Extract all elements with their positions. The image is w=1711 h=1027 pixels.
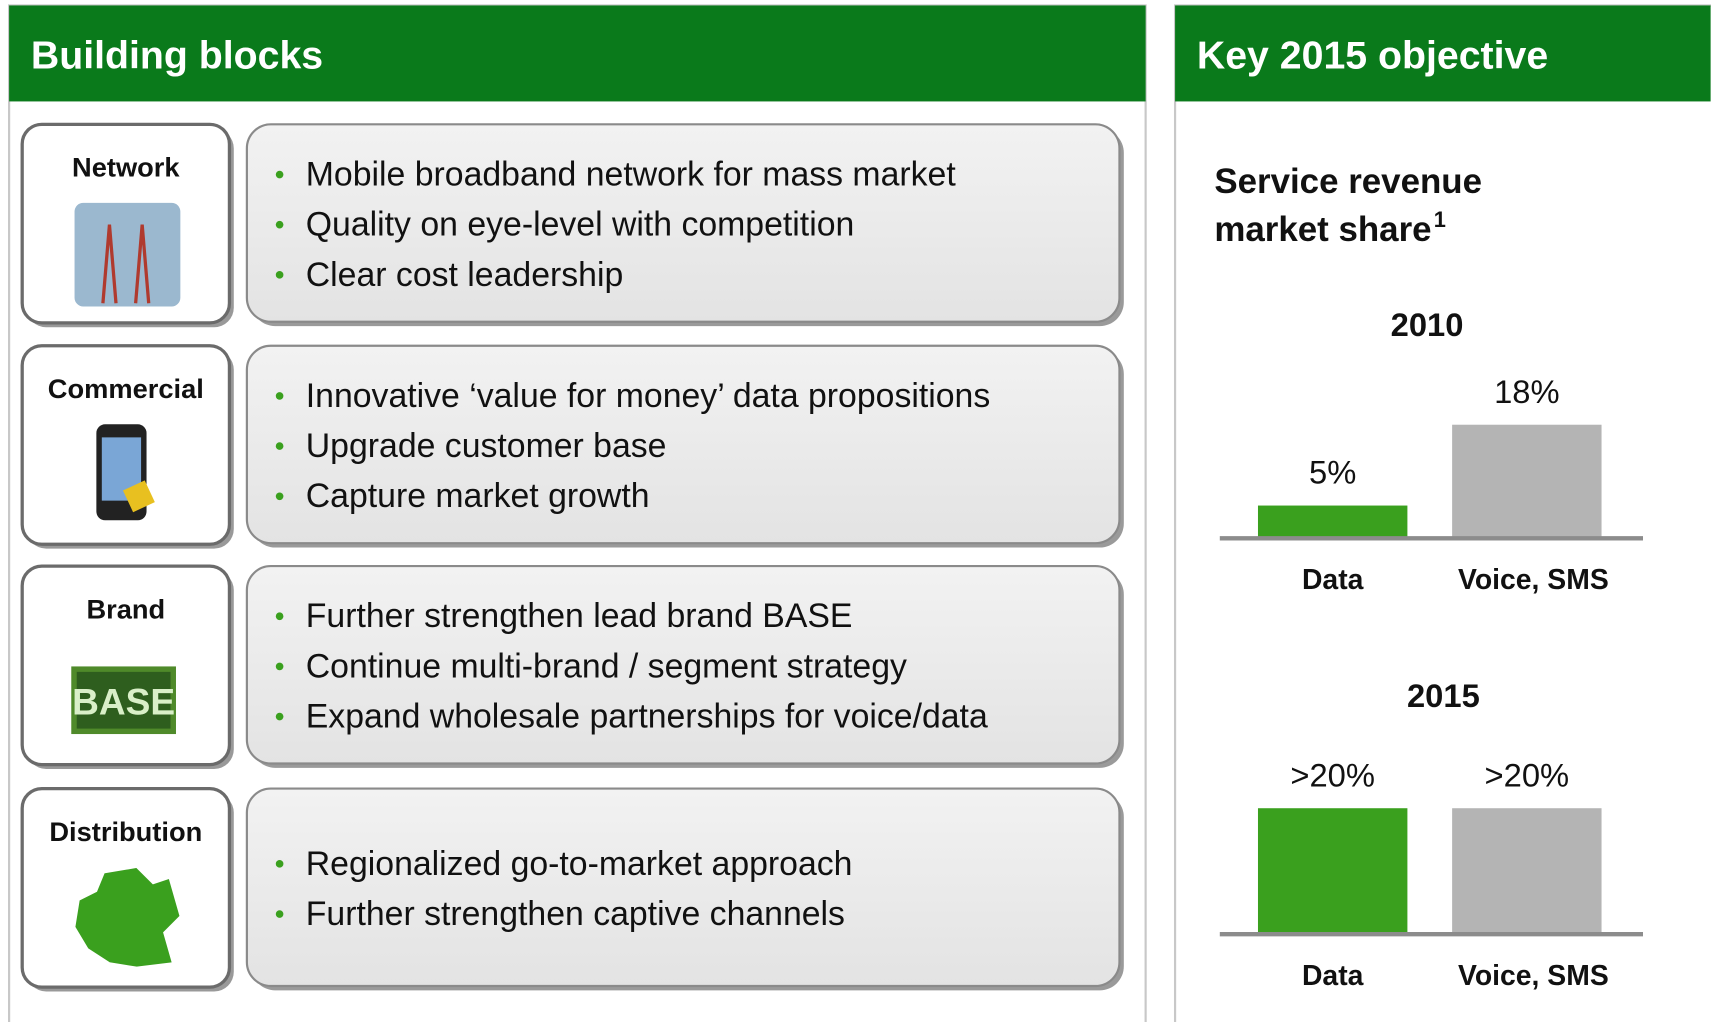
icon-network [75,203,181,307]
bullet-text: Further strengthen lead brand BASE [306,597,853,635]
bullet-dot [276,392,284,400]
value-label: 18% [1494,373,1560,410]
value-label: >20% [1290,756,1375,793]
right-panel [1175,5,1711,1022]
category-label: Voice, SMS [1458,960,1609,992]
right-title: Key 2015 objective [1197,34,1548,78]
bullet-dot [276,271,284,279]
bullet-dot [276,713,284,721]
bar [1452,808,1601,932]
bullet-text: Capture market growth [306,477,650,515]
subtitle: market share [1214,210,1431,249]
chart-title: 2015 [1407,677,1480,714]
footnote-mark: 1 [1434,207,1446,232]
bullet-dot [276,221,284,229]
block-label: Commercial [48,373,204,404]
bullet-dot [276,860,284,868]
bullet-text: Further strengthen captive channels [306,895,845,933]
bullet-dot [276,663,284,671]
value-label: >20% [1485,756,1570,793]
bar [1452,425,1601,537]
bullet-dot [276,492,284,500]
content-box [247,789,1120,986]
bullet-text: Expand wholesale partnerships for voice/… [306,698,988,736]
bullet-dot [276,612,284,620]
bullet-text: Regionalized go-to-market approach [306,845,853,883]
bullet-text: Mobile broadband network for mass market [306,155,957,193]
logo-text: BASE [72,680,175,722]
left-title: Building blocks [31,34,323,78]
page: Building blocks Key 2015 objective Servi… [0,0,1711,1027]
bullet-dot [276,171,284,179]
block-label: Network [72,152,180,183]
bullet-dot [276,910,284,918]
value-label: 5% [1309,454,1356,491]
bar [1258,808,1407,932]
bullet-text: Clear cost leadership [306,256,623,294]
bullet-dot [276,442,284,450]
chart-title: 2010 [1391,306,1464,343]
bullet-text: Innovative ‘value for money’ data propos… [306,377,990,415]
category-label: Voice, SMS [1458,564,1609,596]
bullet-text: Upgrade customer base [306,427,667,465]
block-label: Brand [86,593,165,624]
block-label: Distribution [49,816,202,847]
bullet-text: Continue multi-brand / segment strategy [306,647,907,685]
category-label: Data [1302,564,1364,596]
slide: Building blocks Key 2015 objective Servi… [0,0,1711,1022]
bar [1258,506,1407,537]
bullet-text: Quality on eye-level with competition [306,206,855,244]
subtitle: Service revenue [1214,162,1482,201]
category-label: Data [1302,960,1364,992]
